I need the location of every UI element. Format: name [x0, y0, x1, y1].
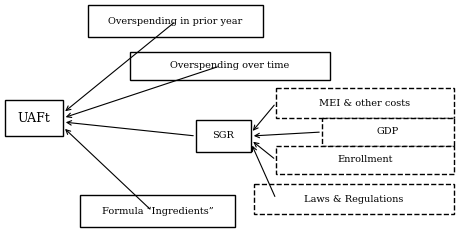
FancyBboxPatch shape [276, 146, 454, 174]
Text: Laws & Regulations: Laws & Regulations [304, 195, 404, 203]
FancyBboxPatch shape [88, 5, 263, 37]
FancyBboxPatch shape [276, 88, 454, 118]
Text: Overspending in prior year: Overspending in prior year [109, 16, 242, 26]
FancyBboxPatch shape [80, 195, 235, 227]
Text: Enrollment: Enrollment [337, 155, 393, 165]
Text: Overspending over time: Overspending over time [170, 62, 290, 71]
FancyBboxPatch shape [254, 184, 454, 214]
Text: SGR: SGR [212, 132, 234, 140]
FancyBboxPatch shape [322, 118, 454, 146]
Text: Formula “Ingredients”: Formula “Ingredients” [102, 206, 213, 216]
Text: UAFt: UAFt [18, 111, 51, 124]
FancyBboxPatch shape [130, 52, 330, 80]
FancyBboxPatch shape [5, 100, 63, 136]
Text: GDP: GDP [377, 127, 399, 137]
Text: MEI & other costs: MEI & other costs [320, 98, 410, 108]
FancyBboxPatch shape [196, 120, 251, 152]
